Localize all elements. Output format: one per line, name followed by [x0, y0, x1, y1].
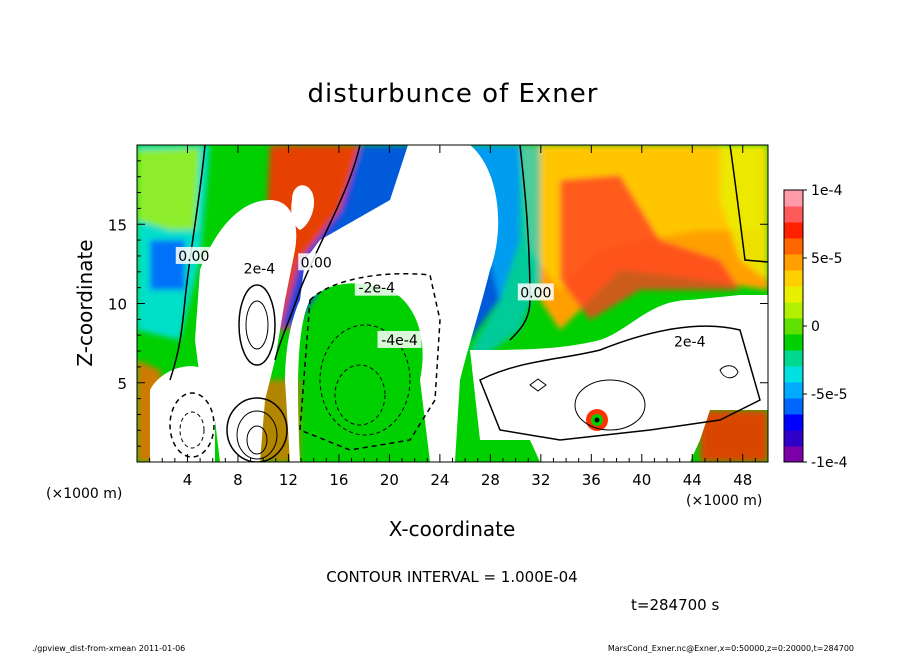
contour-label: 0.00 [520, 285, 551, 301]
colorbar-swatch [784, 350, 803, 367]
y-axis-ticks: 5 10 15 [108, 160, 768, 447]
contour-label-bg [377, 330, 422, 348]
field-white-upper-center [285, 145, 499, 462]
x-tick-label: 48 [733, 471, 752, 489]
field-region-left-yellow [137, 148, 200, 230]
colorbar-swatch [784, 318, 803, 335]
colorbar-swatch [784, 446, 803, 463]
contour-interval-label: CONTOUR INTERVAL = 1.000E-04 [326, 568, 577, 586]
field-white-left-bottom [150, 366, 215, 462]
contour-zero-right [509, 145, 531, 341]
colorbar-swatch [784, 398, 803, 415]
x-tick-label: 28 [481, 471, 500, 489]
contour-label: -2e-4 [359, 281, 396, 297]
x-tick-label: 8 [233, 471, 243, 489]
x-tick-label: 4 [183, 471, 193, 489]
x-tick-label: 20 [380, 471, 399, 489]
time-label: t=284700 s [631, 596, 719, 614]
contour-label: 2e-4 [674, 335, 706, 351]
contour-zero-center [274, 145, 361, 361]
plot-area [137, 145, 768, 462]
colorbar-swatch [784, 430, 803, 447]
colorbar-swatch [784, 414, 803, 431]
colorbar-label: 0 [811, 319, 820, 335]
contour-positive-1 [238, 284, 276, 366]
chart-title: disturbunce of Exner [308, 79, 599, 109]
x-axis-label: X-coordinate [389, 517, 516, 541]
colorbar-swatch [784, 286, 803, 303]
x-tick-label: 16 [329, 471, 348, 489]
contour-zero-far-right [729, 145, 768, 263]
contour-negative-5 [179, 411, 205, 449]
x-unit-label-left: (×1000 m) [46, 486, 122, 502]
colorbar-swatch [784, 238, 803, 255]
field-region-lower-right-red [700, 410, 768, 462]
x-tick-label: 40 [632, 471, 651, 489]
colorbar-swatch [784, 366, 803, 383]
colorbar-label: 1e-4 [811, 183, 843, 199]
contour-label-bg [354, 278, 399, 296]
contour-lines [169, 145, 768, 462]
contour-label: -4e-4 [381, 333, 418, 349]
x-tick-label: 24 [430, 471, 449, 489]
y-tick-label: 15 [108, 216, 127, 234]
y-tick-label: 5 [117, 375, 127, 393]
footer-right: MarsCond_Exner.nc@Exner,x=0:50000,z=0:20… [608, 644, 854, 653]
contour-zero-left [169, 145, 206, 381]
contour-negative-2 [319, 324, 411, 436]
x-axis-ticks: 4 8 12 16 20 24 28 32 36 40 44 48 [149, 145, 756, 489]
colorbar-swatch [784, 206, 803, 223]
field-region-right-edge-yellow [720, 145, 768, 280]
contour-small-loop-2 [719, 365, 739, 379]
contour-negative-1 [299, 272, 441, 451]
contour-positive-right [479, 325, 761, 441]
colorbar-label: 5e-5 [811, 251, 842, 267]
contour-label: 0.00 [301, 255, 332, 271]
x-tick-label: 36 [582, 471, 601, 489]
contour-positive-4 [236, 410, 278, 460]
x-tick-label: 44 [683, 471, 702, 489]
colorbar-labels: 1e-4 5e-5 0 -5e-5 -1e-4 [803, 183, 848, 471]
contour-labels: 0.00 0.00 0.00 2e-4 -2e-4 -4e-4 2e-4 [175, 246, 708, 351]
colorbar-label: -1e-4 [811, 455, 848, 471]
contour-label-bg [175, 246, 212, 264]
contour-label-bg [298, 253, 335, 271]
contour-positive-right-inner [574, 379, 646, 431]
contour-negative-3 [334, 364, 386, 426]
field-white-upper-bump [291, 185, 315, 230]
field-bullseye-core [594, 417, 600, 423]
colorbar-swatch [784, 334, 803, 351]
contour-label: 0.00 [178, 249, 209, 265]
colorbar-swatch [784, 382, 803, 399]
contour-label-bg [241, 259, 278, 277]
contour-positive-5 [246, 425, 268, 455]
contour-label-bg [517, 283, 554, 301]
footer-left: ./gpview_dist-from-xmean 2011-01-06 [32, 644, 185, 653]
colorbar-swatch [784, 270, 803, 287]
field-region-upper-right-red [560, 175, 740, 320]
x-tick-label: 12 [279, 471, 298, 489]
y-axis-label: Z-coordinate [73, 239, 97, 366]
x-tick-label: 32 [531, 471, 550, 489]
contour-negative-4 [169, 392, 215, 458]
contour-positive-3 [226, 397, 288, 462]
contour-positive-2 [245, 300, 269, 350]
contour-label-bg [671, 332, 708, 350]
colorbar-swatch [784, 190, 803, 207]
contour-label: 2e-4 [244, 262, 276, 278]
y-tick-label: 10 [108, 296, 127, 314]
field-region-central-red [265, 145, 360, 330]
x-unit-label-right: (×1000 m) [686, 493, 762, 509]
colorbar-swatch [784, 254, 803, 271]
contour-small-loop-1 [529, 378, 547, 392]
colorbar-label: -5e-5 [811, 387, 848, 403]
colorbar-swatch [784, 222, 803, 239]
colorbar-swatch [784, 302, 803, 319]
colorbar [784, 190, 803, 463]
